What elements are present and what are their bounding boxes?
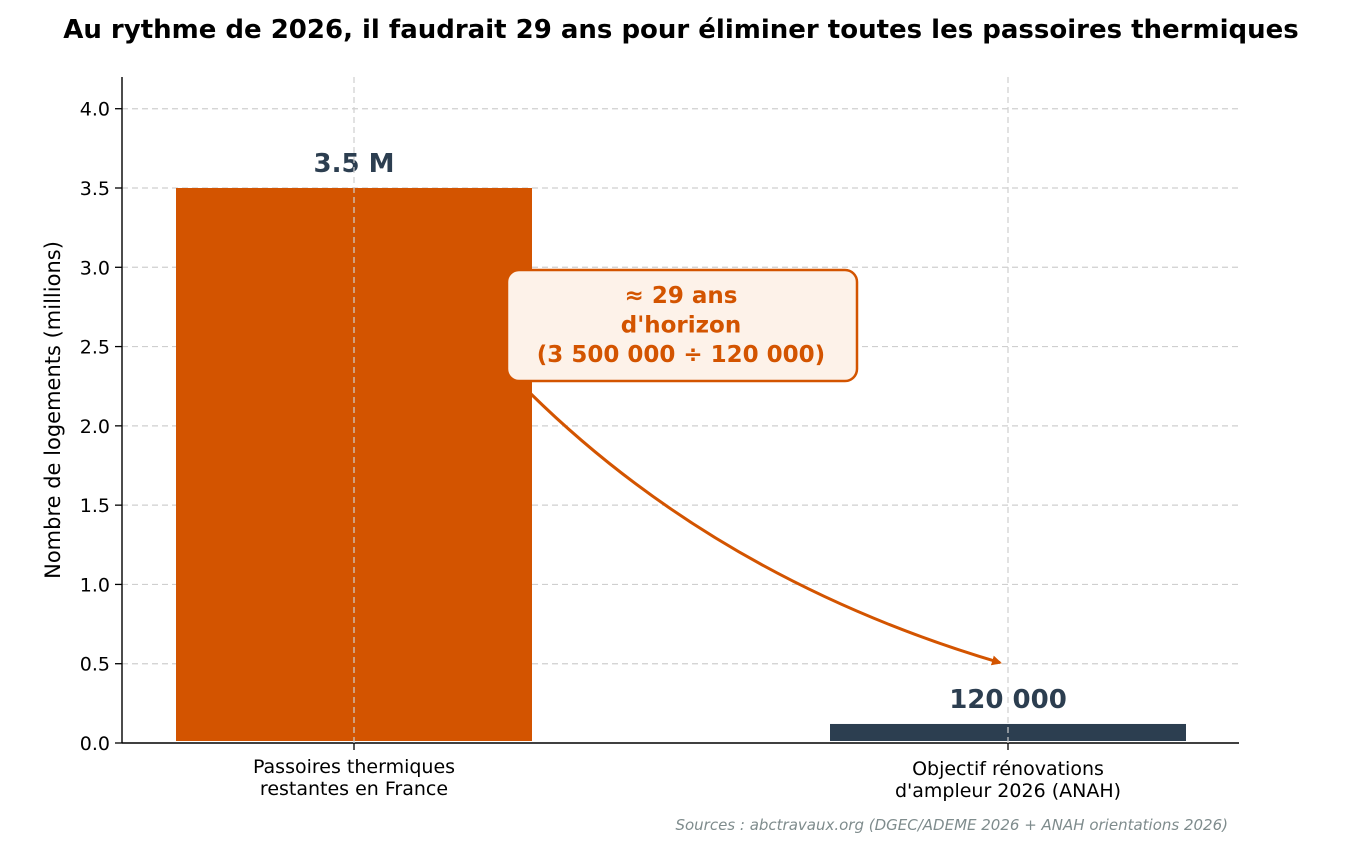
source-note: Sources : abctravaux.org (DGEC/ADEME 202… xyxy=(675,816,1228,834)
chart-title: Au rythme de 2026, il faudrait 29 ans po… xyxy=(63,15,1298,45)
annotation-box xyxy=(505,268,859,383)
y-tick-label: 0.5 xyxy=(80,654,110,676)
y-tick-label: 1.0 xyxy=(80,574,110,596)
y-tick-label: 1.5 xyxy=(80,495,110,517)
axes xyxy=(115,77,1239,750)
y-tick-label: 3.0 xyxy=(80,257,110,279)
y-tick-label: 3.5 xyxy=(80,178,110,200)
bar-data-label: 3.5 M xyxy=(314,149,395,179)
x-tick-label: Passoires thermiques restantes en France xyxy=(253,756,455,800)
y-tick-label: 2.0 xyxy=(80,416,110,438)
grid xyxy=(122,108,1239,665)
y-tick-label: 0.0 xyxy=(80,733,110,755)
y-tick-label: 2.5 xyxy=(80,337,110,359)
y-axis-label: Nombre de logements (millions) xyxy=(41,241,65,579)
annotation-text: ≈ 29 ans d'horizon (3 500 000 ÷ 120 000) xyxy=(537,283,825,368)
x-tick-label: Objectif rénovations d'ampleur 2026 (ANAH… xyxy=(895,758,1121,802)
y-tick-label: 4.0 xyxy=(80,99,110,121)
annotation-arrow xyxy=(528,391,1002,666)
annotation: ≈ 29 ans d'horizon (3 500 000 ÷ 120 000) xyxy=(353,77,1009,743)
